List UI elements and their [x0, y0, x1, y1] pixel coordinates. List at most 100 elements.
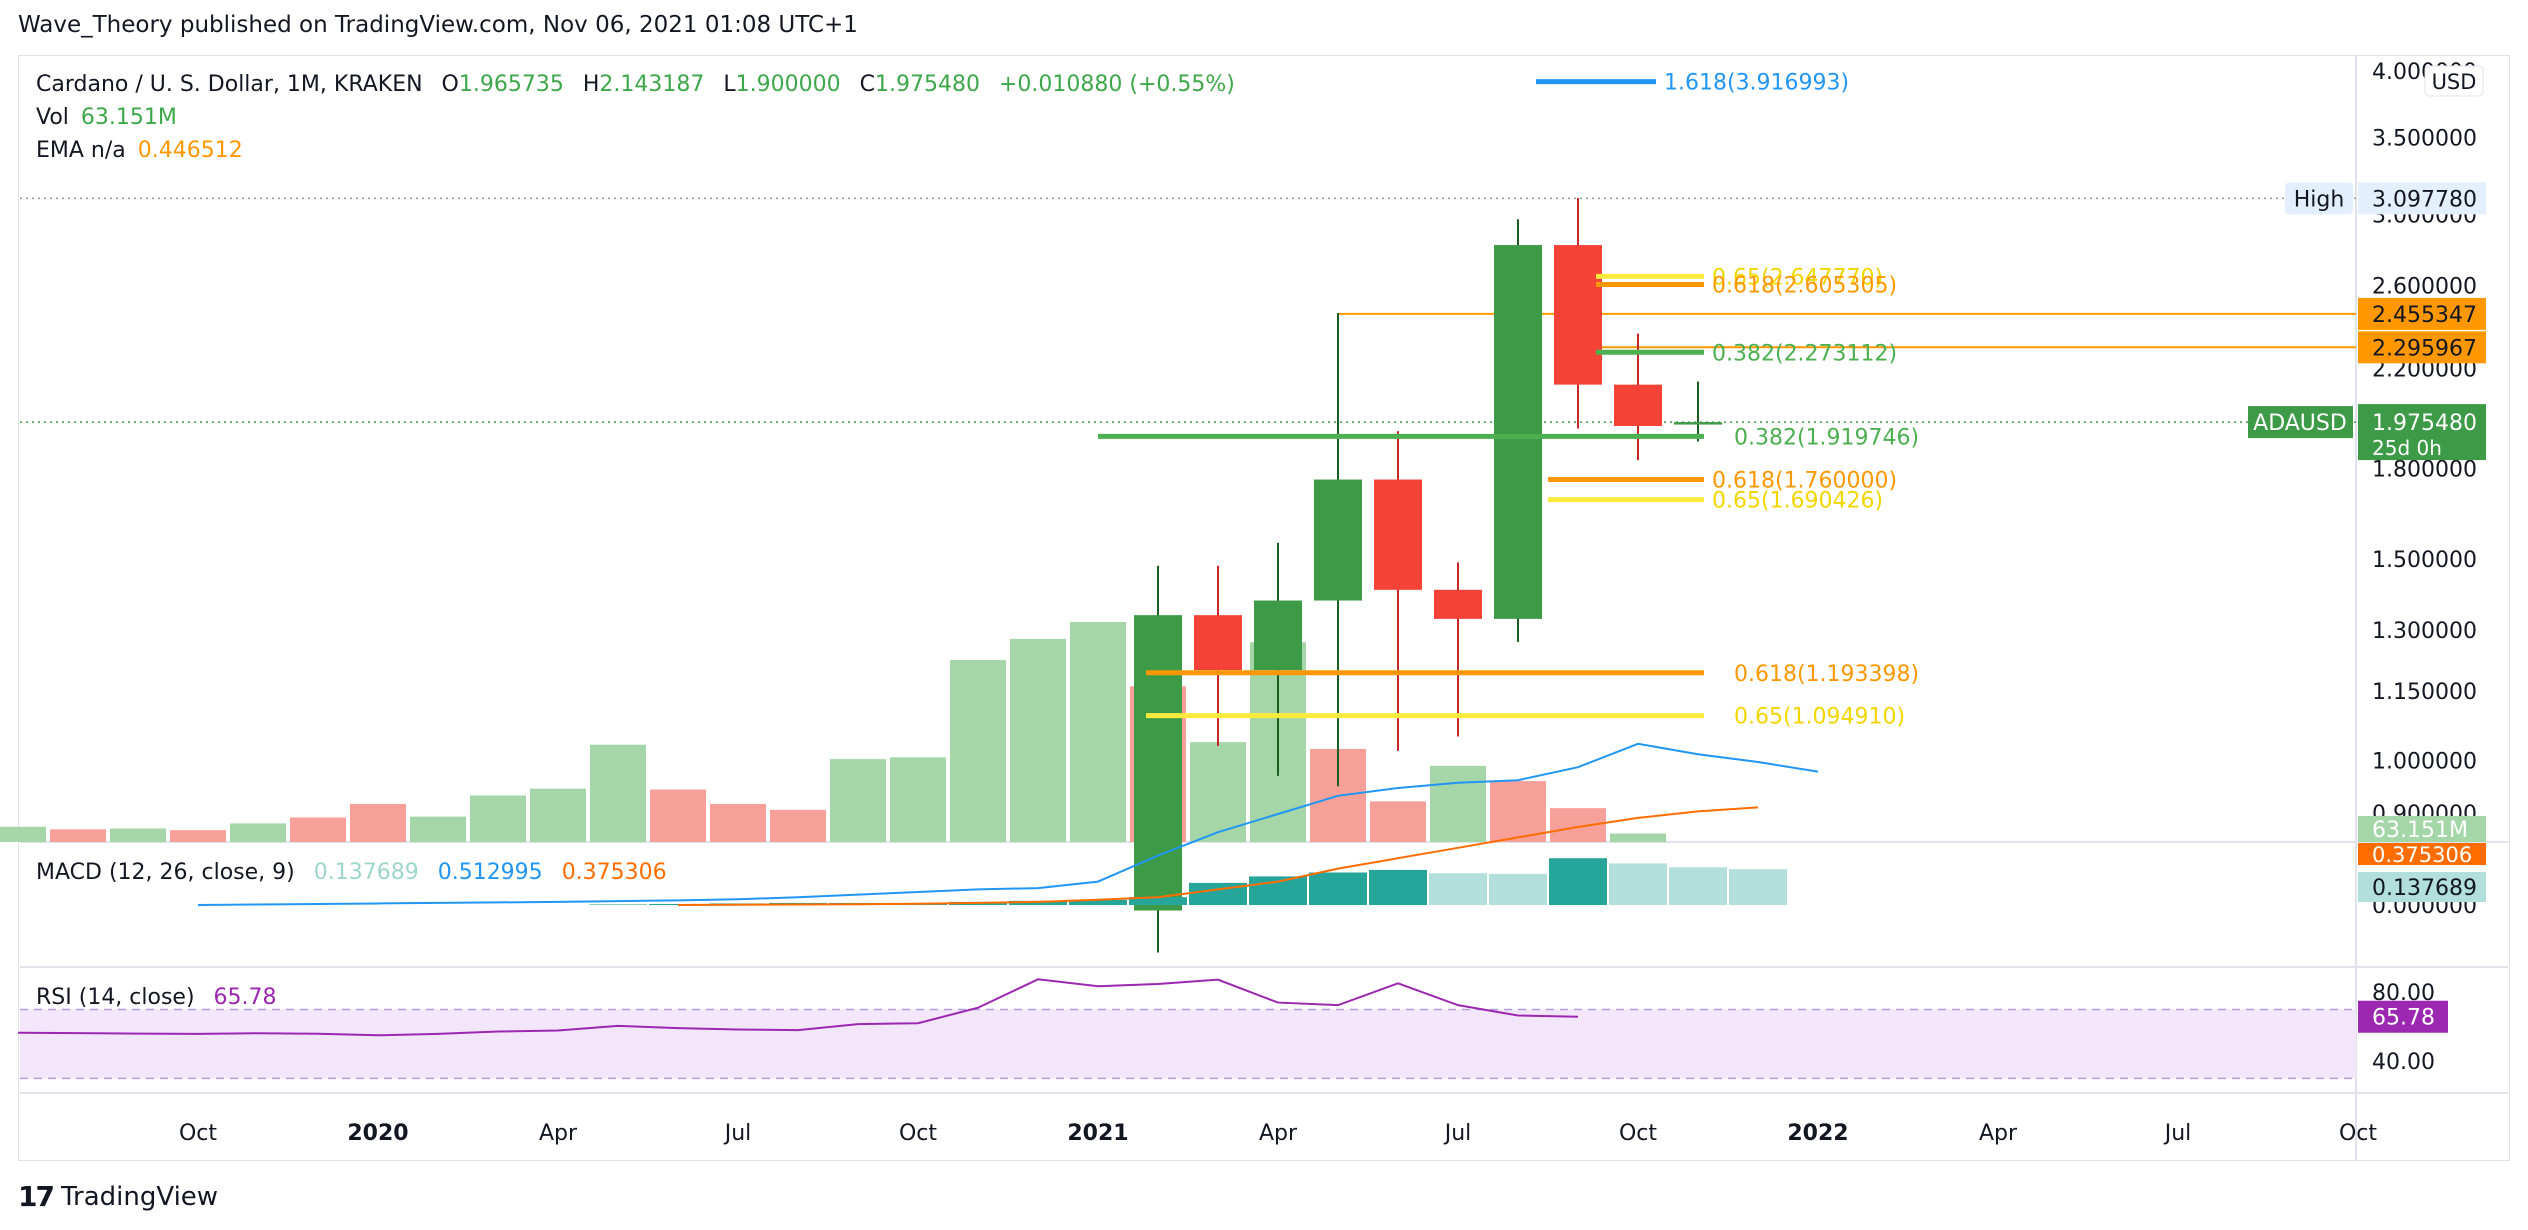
volume-bar	[110, 828, 166, 842]
price-tick-label: 1.300000	[2372, 619, 2477, 644]
fib-level-label: 0.382(1.919746)	[1734, 425, 1919, 450]
x-axis-tick-label: 2020	[347, 1121, 408, 1146]
price-tick-label: 2.600000	[2372, 274, 2477, 299]
ema-value: 0.446512	[137, 138, 243, 163]
fib-level-label: 1.618(3.916993)	[1664, 71, 1849, 96]
macd-hist-value-label: 0.137689	[2372, 876, 2477, 901]
volume-bar	[650, 789, 706, 842]
high-label-bg	[2285, 182, 2353, 215]
main-legend: Cardano / U. S. Dollar, 1M, KRAKEN O1.96…	[36, 68, 1235, 167]
macd-line-value: 0.512995	[437, 860, 543, 885]
high-value-label: 3.097780	[2372, 187, 2477, 212]
horizontal-ray-value: 2.455347	[2372, 303, 2477, 328]
price-tick-label: 1.500000	[2372, 548, 2477, 573]
symbol-badge-bg	[2248, 406, 2353, 439]
macd-label[interactable]: MACD (12, 26, close, 9)	[36, 860, 295, 885]
rsi-value: 65.78	[213, 985, 277, 1010]
currency-button: USD	[2432, 70, 2477, 94]
macd-histogram-bar	[1549, 858, 1607, 905]
volume-bar	[530, 788, 586, 842]
candle-body	[1494, 245, 1542, 619]
high-label: High	[2294, 187, 2345, 212]
fib-level-label: 0.65(1.094910)	[1734, 705, 1905, 730]
volume-row: Vol 63.151M	[36, 101, 1235, 134]
volume-bar	[0, 826, 46, 842]
volume-bar	[1370, 801, 1426, 842]
candle-body	[1434, 589, 1482, 619]
open-label: O	[441, 72, 459, 97]
volume-bar	[1610, 833, 1666, 842]
price-badge-bg	[2358, 404, 2486, 461]
candle-body	[1674, 422, 1722, 425]
volume-bar	[890, 757, 946, 842]
macd-histogram-bar	[1309, 872, 1367, 905]
macd-histogram-bar	[1669, 867, 1727, 905]
macd-signal-value: 0.375306	[561, 860, 667, 885]
x-axis-tick-label: Apr	[1979, 1121, 2018, 1146]
price-tick-label: 1.800000	[2372, 457, 2477, 482]
price-tick-label: 3.500000	[2372, 127, 2477, 152]
high-label: H	[582, 72, 600, 97]
rsi-tick-label: 40.00	[2372, 1050, 2435, 1075]
fib-level-label: 0.382(2.273112)	[1712, 341, 1897, 366]
volume-bar	[1010, 638, 1066, 842]
currency-button-bg	[2424, 65, 2484, 97]
horizontal-ray-value-bg	[2358, 331, 2486, 364]
macd-signal-value-bg	[2358, 843, 2486, 865]
vol-label[interactable]: Vol	[36, 105, 69, 130]
volume-bar	[770, 809, 826, 842]
symbol-badge: ADAUSD	[2253, 411, 2347, 436]
x-axis-tick-label: Jul	[723, 1121, 752, 1146]
open-value: 1.965735	[458, 72, 564, 97]
rsi-band-fill	[20, 1009, 2356, 1079]
symbol-title[interactable]: Cardano / U. S. Dollar, 1M, KRAKEN	[36, 72, 423, 97]
price-tick-label: 1.150000	[2372, 680, 2477, 705]
macd-histogram-bar	[1009, 900, 1067, 905]
ema-row: EMA n/a 0.446512	[36, 134, 1235, 167]
volume-bar	[1490, 781, 1546, 842]
candle-body	[1374, 479, 1422, 590]
ema-label[interactable]: EMA n/a	[36, 138, 126, 163]
candle-body	[1254, 600, 1302, 671]
high-value-bg	[2358, 182, 2486, 215]
rsi-label[interactable]: RSI (14, close)	[36, 985, 195, 1010]
volume-bar	[710, 803, 766, 842]
macd-histogram-bar	[1729, 869, 1787, 905]
x-axis-tick-label: Jul	[2163, 1121, 2192, 1146]
volume-bar	[290, 817, 346, 842]
price-badge-value: 1.975480	[2372, 411, 2477, 436]
low-label: L	[723, 72, 736, 97]
volume-bar	[1070, 622, 1126, 842]
publisher-header: Wave_Theory published on TradingView.com…	[18, 12, 858, 38]
fib-level-label: 0.618(1.193398)	[1734, 662, 1919, 687]
x-axis-tick-label: Oct	[899, 1121, 937, 1146]
chart-frame[interactable]	[18, 55, 2510, 1161]
macd-histogram-bar	[1069, 899, 1127, 905]
rsi-line	[17, 978, 1579, 1037]
x-axis-tick-label: Oct	[1619, 1121, 1657, 1146]
volume-bar	[1550, 808, 1606, 842]
candle-body	[1614, 384, 1662, 427]
x-axis-tick-label: Apr	[539, 1121, 578, 1146]
volume-bar	[1430, 765, 1486, 842]
macd-histogram-bar	[1369, 869, 1427, 905]
low-value: 1.900000	[735, 72, 841, 97]
macd-signal-line	[677, 806, 1759, 906]
tradingview-logo-icon[interactable]: 17	[18, 1180, 55, 1213]
volume-bar	[50, 829, 106, 842]
macd-hist-value: 0.137689	[313, 860, 419, 885]
horizontal-ray-value: 2.295967	[2372, 336, 2477, 361]
fib-level-label: 0.618(1.760000)	[1712, 469, 1897, 494]
footer-brand[interactable]: TradingView	[60, 1181, 219, 1212]
vol-value: 63.151M	[80, 105, 177, 130]
macd-hist-value-bg	[2358, 872, 2486, 902]
high-value: 2.143187	[599, 72, 705, 97]
candle-body	[1314, 479, 1362, 601]
x-axis-tick-label: 2022	[1787, 1121, 1848, 1146]
candle-body	[1194, 615, 1242, 671]
change-value: +0.010880 (+0.55%)	[999, 72, 1235, 97]
candle-body	[1134, 615, 1182, 911]
rsi-value-label: 65.78	[2372, 1006, 2435, 1031]
macd-histogram-bar	[1489, 873, 1547, 905]
